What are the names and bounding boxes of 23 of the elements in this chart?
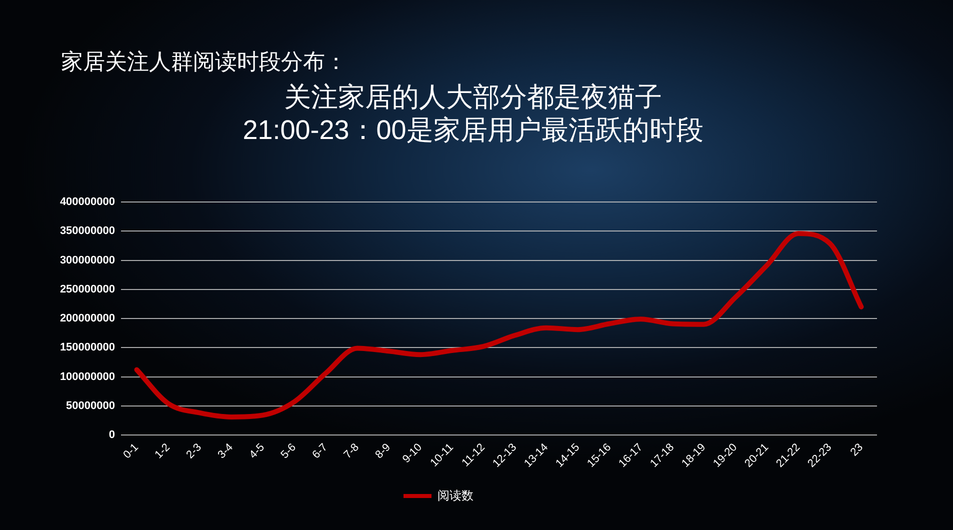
y-tick-label: 50000000 [66,400,115,412]
x-tick-label: 8-9 [373,441,394,462]
y-tick-label: 150000000 [60,342,115,354]
y-tick-label: 300000000 [60,254,115,266]
x-tick-label: 4-5 [247,441,268,462]
x-tick-label: 0-1 [121,441,142,462]
x-tick-label: 7-8 [342,441,362,462]
x-tick-label: 3-4 [216,441,236,462]
y-tick-label: 0 [108,429,115,442]
x-tick-label: 5-6 [278,441,299,462]
text: 21:00-23：00是家居用户最活跃的时段 [242,115,704,145]
y-tick-label: 250000000 [60,283,115,296]
y-tick-label: 400000000 [60,196,115,208]
chart-subtitle: 关注家居的人大部分都是夜猫子 [284,82,662,112]
y-tick-label: 350000000 [60,225,115,238]
y-tick-label: 100000000 [60,370,115,383]
x-tick-label: 2-3 [184,441,204,462]
x-tick-label: 6-7 [310,441,330,462]
chart-title: 家居关注人群阅读时段分布： [61,48,347,76]
x-tick-label: 23 [848,441,866,459]
x-tick-label: 1-2 [152,441,173,462]
y-tick-label: 200000000 [60,312,115,325]
legend-label: 阅读数 [438,488,474,502]
